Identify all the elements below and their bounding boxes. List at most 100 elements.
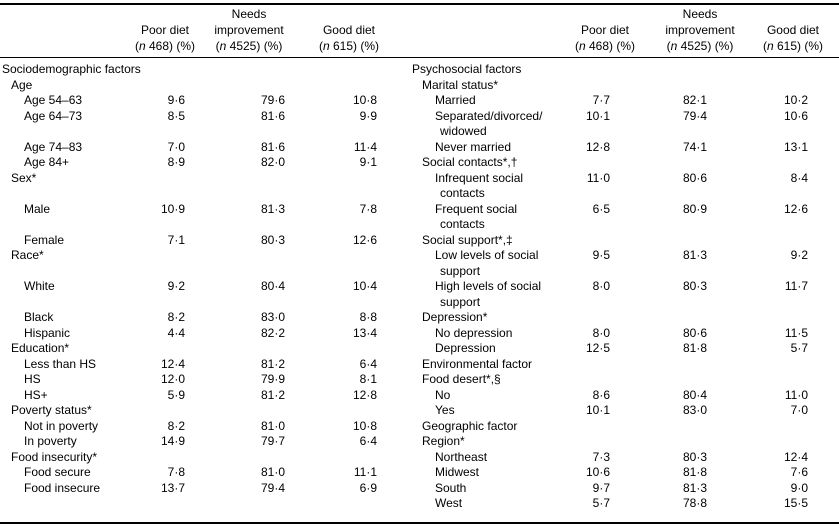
left-poor-diet-value: 7·0: [167, 139, 185, 154]
left-poor-diet-value: 12·4: [160, 356, 185, 371]
right-needs-improvement-value: 82·1: [682, 93, 707, 107]
right-row-label: support: [440, 294, 481, 309]
left-needs-improvement-value: 82·0: [260, 155, 285, 169]
left-row-label: White: [24, 279, 55, 293]
right-good-diet-value: 9·2: [790, 248, 808, 262]
sub-open: (: [318, 39, 323, 53]
left-needs-improvement-value: 80·4: [260, 279, 285, 293]
sub-open: (: [134, 39, 139, 53]
right-good-diet-value: [707, 155, 808, 171]
header-right-needs-improvement: Needs improvement (n 4525) (%): [645, 6, 755, 54]
right-row-label: Psychosocial factors: [412, 62, 522, 76]
table-row: HS+ 5·9 81·2 12·8 No 8·6 80·4 11·0: [0, 388, 808, 404]
left-good-diet-value: 13·4: [352, 325, 377, 340]
table-row: Hispanic 4·4 82·2 13·4 No depression 8·0 80·6 1…: [0, 326, 808, 342]
right-needs-improvement-value: [610, 155, 707, 171]
left-row-label: Hispanic: [24, 325, 71, 340]
header-line-title: Poor diet: [580, 23, 630, 37]
table-row: Age 84+ 8·9 82·0 9·1 Social contacts*,†: [0, 155, 808, 171]
right-poor-diet-value: 10·1: [585, 403, 610, 417]
left-row-label: [0, 264, 140, 280]
left-poor-diet-value: 10·9: [160, 201, 185, 216]
table-row: Age 74–83 7·0 81·6 11·4 Never married 12·8 74·…: [0, 140, 808, 156]
right-poor-diet-value: [560, 62, 610, 78]
left-row-label: Race*: [11, 248, 44, 262]
table-row: contacts: [0, 217, 808, 233]
right-row-label: South: [435, 480, 467, 495]
table-row: White 9·2 80·4 10·4 High levels of social 8·0…: [0, 279, 808, 295]
left-good-diet-value: [285, 496, 377, 512]
left-good-diet-value: 9·9: [359, 108, 377, 123]
left-good-diet-value: 11·4: [353, 139, 377, 154]
table-row: Not in poverty 8·2 81·0 10·8 Geographic fact…: [0, 419, 808, 435]
table-row: Food secure 7·8 81·0 11·1 Midwest 10·6 81·8 7·6: [0, 465, 808, 481]
left-row-label: Age: [11, 77, 33, 92]
right-good-diet-value: [707, 233, 808, 249]
left-row-label: Male: [24, 201, 51, 216]
left-needs-improvement-value: 81·2: [260, 356, 285, 371]
right-row-label: Married: [435, 93, 476, 107]
right-poor-diet-value: [560, 124, 610, 140]
right-poor-diet-value: 12·8: [585, 139, 610, 154]
table-row: Food insecure 13·7 79·4 6·9 South 9·7 81·3 9·0: [0, 481, 808, 497]
right-needs-improvement-value: 83·0: [682, 403, 707, 417]
right-poor-diet-value: [560, 233, 610, 249]
header-separator-rule: [0, 57, 839, 58]
left-row-label: Education*: [11, 341, 70, 355]
sub-rest: 468) (%): [145, 39, 196, 53]
table-row: Education* Depression 12·5 81·8 5·7: [0, 341, 808, 357]
right-row-label: Separated/divorced/: [435, 108, 543, 123]
table-row: Female 7·1 80·3 12·6 Social support*,‡: [0, 233, 808, 249]
header-line-top: [738, 6, 839, 22]
right-good-diet-value: 11·7: [784, 279, 808, 293]
sub-open: (: [666, 39, 671, 53]
left-needs-improvement-value: [185, 248, 285, 264]
left-poor-diet-value: [140, 124, 185, 140]
right-poor-diet-value: [560, 357, 610, 373]
left-poor-diet-value: [140, 171, 185, 187]
left-needs-improvement-value: 81·6: [260, 108, 285, 123]
left-good-diet-value: [285, 217, 377, 233]
right-good-diet-value: 12·6: [783, 201, 808, 216]
left-row-label: Age 54–63: [24, 93, 83, 107]
left-row-label: [0, 295, 140, 311]
table-row: support: [0, 264, 808, 280]
left-poor-diet-value: 7·8: [167, 465, 185, 479]
right-good-diet-value: [707, 310, 808, 326]
table-row: Race* Low levels of social 9·5 81·3 9·2: [0, 248, 808, 264]
left-poor-diet-value: 8·5: [167, 108, 185, 123]
right-good-diet-value: [707, 372, 808, 388]
left-poor-diet-value: 4·4: [167, 325, 185, 340]
right-good-diet-value: [707, 217, 808, 233]
left-row-label: Age 74–83: [24, 139, 83, 154]
right-needs-improvement-value: 78·8: [682, 496, 707, 510]
left-needs-improvement-value: 79·4: [260, 480, 285, 495]
table-row: Poverty status* Yes 10·1 83·0 7·0: [0, 403, 808, 419]
n-symbol: n: [322, 39, 330, 53]
left-needs-improvement-value: 82·2: [260, 325, 285, 340]
left-poor-diet-value: 14·9: [160, 434, 185, 448]
header-line-sub: (n 468) (%): [550, 38, 660, 54]
header-left-poor-diet: Poor diet (n 468) (%): [110, 6, 220, 54]
sub-rest: 468) (%): [585, 39, 636, 53]
header-line-top: Needs: [682, 7, 718, 21]
right-row-label: Frequent social: [435, 201, 518, 216]
left-poor-diet-value: 9·6: [167, 93, 185, 107]
left-needs-improvement-value: 80·3: [260, 232, 285, 247]
left-good-diet-value: 12·6: [352, 232, 377, 247]
right-good-diet-value: 11·0: [784, 387, 808, 402]
left-good-diet-value: 6·4: [359, 434, 377, 448]
right-poor-diet-value: 8·0: [592, 279, 610, 293]
left-good-diet-value: [285, 264, 377, 280]
right-needs-improvement-value: [610, 264, 707, 280]
header-left-needs-improvement: Needs improvement (n 4525) (%): [194, 6, 304, 54]
right-needs-improvement-value: 81·3: [682, 248, 707, 262]
right-needs-improvement-value: 80·9: [682, 201, 707, 216]
right-poor-diet-value: 8·6: [592, 387, 610, 402]
right-good-diet-value: 10·6: [783, 108, 808, 123]
right-needs-improvement-value: [610, 357, 707, 373]
right-row-label: widowed: [440, 124, 487, 138]
right-good-diet-value: [707, 186, 808, 202]
left-needs-improvement-value: 79·7: [260, 434, 285, 448]
left-needs-improvement-value: 81·2: [260, 387, 285, 402]
